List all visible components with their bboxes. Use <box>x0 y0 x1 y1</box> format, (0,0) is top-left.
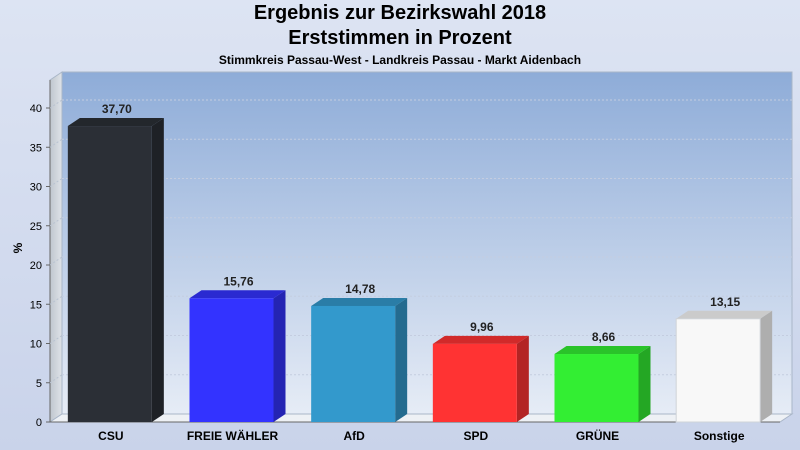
bar-front <box>189 298 274 422</box>
data-label: 14,78 <box>345 282 375 296</box>
bar-csu <box>67 118 164 423</box>
y-axis-label: % <box>11 242 25 253</box>
y-tick-label: 15 <box>30 299 42 311</box>
bar-top <box>432 335 529 344</box>
gridline-side <box>49 99 63 109</box>
bar-front <box>67 126 152 423</box>
data-label: 37,70 <box>102 102 132 116</box>
y-tick-label: 0 <box>36 417 42 429</box>
x-tick-label: AfD <box>344 429 366 443</box>
bar-grüne <box>554 346 651 422</box>
plot-back-wall <box>61 71 793 415</box>
bar-spd <box>432 335 529 422</box>
x-tick-label: GRÜNE <box>576 428 619 443</box>
x-tick-label: Sonstige <box>694 429 745 443</box>
bar-side <box>273 290 286 422</box>
bar-freie-wähler <box>189 290 286 422</box>
y-tick-label: 5 <box>36 378 42 390</box>
gridline-side <box>49 217 63 227</box>
data-label: 8,66 <box>592 330 616 344</box>
data-label: 13,15 <box>710 295 740 309</box>
bar-sonstige <box>675 310 773 423</box>
bar-front <box>675 318 761 423</box>
gridline-side <box>49 256 63 266</box>
y-tick-label: 25 <box>30 221 42 233</box>
x-tick-label: SPD <box>463 429 488 443</box>
bar-top <box>311 297 408 306</box>
gridline-side <box>49 335 63 344</box>
chart-subtitle: Stimmkreis Passau-West - Landkreis Passa… <box>218 53 582 67</box>
data-label: 15,76 <box>223 274 253 288</box>
gridline-side <box>49 138 63 148</box>
x-tick-label: CSU <box>98 429 123 443</box>
bar-top <box>67 118 164 127</box>
x-tick-label: FREIE WÄHLER <box>187 428 279 443</box>
y-tick-label: 30 <box>30 182 42 194</box>
bar-front <box>554 354 639 422</box>
y-tick-label: 20 <box>30 260 42 272</box>
bar-top <box>554 346 651 355</box>
bar-side <box>151 118 164 423</box>
y-tick-label: 35 <box>30 142 42 154</box>
data-label: 9,96 <box>470 320 494 334</box>
chart-title: Ergebnis zur Bezirkswahl 2018 <box>253 2 547 24</box>
bar-side <box>395 297 408 422</box>
bar-top <box>189 290 286 299</box>
bar-side <box>760 310 773 422</box>
bar-side <box>516 335 529 422</box>
bar-top <box>676 310 773 319</box>
y-tick-label: 40 <box>30 103 42 115</box>
bar-front <box>432 343 517 422</box>
bar-afd <box>311 297 408 422</box>
bar-side <box>638 346 651 422</box>
plot-side-wall <box>49 71 63 423</box>
bar-front <box>311 305 396 422</box>
y-tick-label: 10 <box>30 339 42 351</box>
gridline-side <box>49 178 63 187</box>
chart-title-line2: Erststimmen in Prozent <box>288 27 512 49</box>
gridline-side <box>49 374 63 384</box>
gridline-side <box>49 295 63 305</box>
